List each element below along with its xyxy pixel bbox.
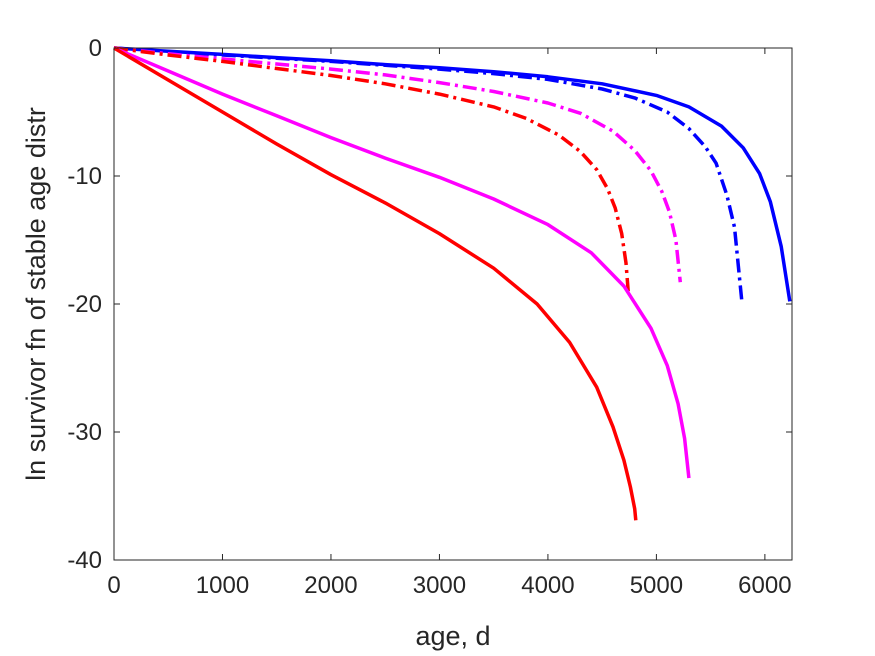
x-axis-label: age, d bbox=[415, 621, 490, 651]
series-line-4 bbox=[113, 46, 630, 292]
y-tick-label: -40 bbox=[67, 547, 102, 574]
x-tick-label: 4000 bbox=[521, 572, 574, 599]
x-tick-label: 6000 bbox=[738, 572, 791, 599]
y-tick-label: -20 bbox=[67, 291, 102, 318]
series-line-5 bbox=[113, 46, 691, 479]
series-line-6 bbox=[113, 46, 638, 521]
ticks-layer: 0 1000 2000 3000 4000 5000 6000 0 -10 -20 -30 -40 bbox=[67, 35, 792, 599]
x-tick-label: 5000 bbox=[630, 572, 683, 599]
y-axis-label: ln survivor fn of stable age distr bbox=[21, 107, 51, 481]
x-tick-label: 1000 bbox=[196, 572, 249, 599]
series-line-1 bbox=[113, 46, 792, 302]
y-tick-label: -30 bbox=[67, 419, 102, 446]
series-layer bbox=[113, 46, 792, 521]
x-tick-label: 2000 bbox=[304, 572, 357, 599]
y-tick-label: 0 bbox=[89, 35, 102, 62]
series-line-3 bbox=[113, 46, 683, 283]
x-tick-label: 0 bbox=[107, 572, 120, 599]
y-tick-label: -10 bbox=[67, 163, 102, 190]
x-tick-label: 3000 bbox=[413, 572, 466, 599]
series-line-2 bbox=[113, 46, 744, 305]
